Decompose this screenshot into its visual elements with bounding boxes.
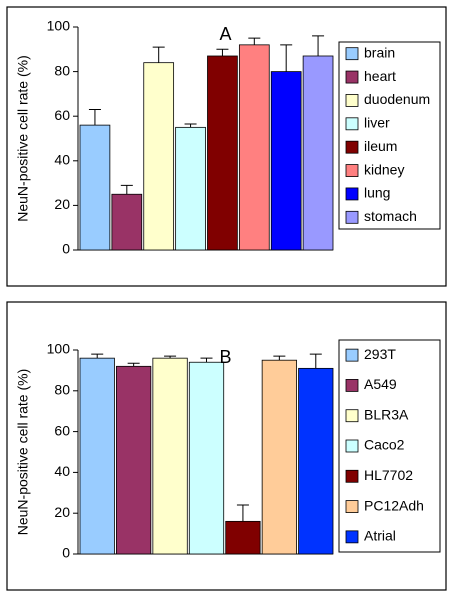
panel-annotation: B bbox=[219, 347, 231, 367]
bar bbox=[188, 361, 225, 555]
legend-swatch bbox=[345, 348, 359, 362]
legend-label: BLR3A bbox=[364, 406, 409, 422]
legend-swatch bbox=[345, 409, 359, 423]
legend-swatch bbox=[345, 530, 359, 544]
error-bar bbox=[127, 362, 140, 367]
legend-label: A549 bbox=[364, 376, 397, 392]
error-bar bbox=[273, 355, 286, 361]
bar bbox=[238, 44, 270, 251]
legend-swatch bbox=[345, 210, 359, 224]
legend-label: stomach bbox=[364, 208, 417, 224]
bar bbox=[298, 367, 334, 555]
error-bar bbox=[200, 357, 213, 363]
legend-label: duodenum bbox=[364, 91, 430, 107]
legend-swatch bbox=[345, 500, 359, 513]
legend-label: HL7702 bbox=[364, 467, 413, 483]
legend-swatch bbox=[345, 379, 359, 392]
legend-swatch bbox=[345, 94, 359, 107]
panel-annotation: A bbox=[219, 24, 231, 44]
legend-swatch bbox=[345, 469, 359, 483]
y-tick-label: 100 bbox=[47, 341, 71, 357]
y-axis-label: NeuN-positive cell rate (%) bbox=[15, 369, 31, 536]
y-tick-label: 60 bbox=[54, 107, 70, 123]
bar bbox=[207, 55, 238, 251]
error-bar bbox=[236, 504, 249, 522]
error-bar bbox=[280, 44, 293, 72]
legend-swatch bbox=[345, 439, 359, 453]
legend-label: ileum bbox=[364, 138, 397, 154]
error-bar bbox=[184, 123, 197, 128]
y-tick-label: 80 bbox=[54, 62, 70, 78]
bar bbox=[261, 359, 297, 555]
legend-label: PC12Adh bbox=[364, 497, 424, 513]
legend-swatch bbox=[345, 164, 359, 177]
legend-label: heart bbox=[364, 68, 396, 84]
legend-label: brain bbox=[364, 44, 395, 60]
legend-swatch bbox=[345, 47, 359, 61]
error-bar bbox=[120, 184, 133, 195]
y-tick-label: 20 bbox=[54, 196, 70, 212]
y-tick-label: 40 bbox=[54, 152, 70, 168]
legend-label: 293T bbox=[364, 346, 396, 362]
bar bbox=[270, 71, 302, 251]
bar bbox=[225, 520, 261, 555]
legend-swatch bbox=[345, 187, 359, 201]
legend-label: Atrial bbox=[364, 528, 396, 544]
y-tick-label: 0 bbox=[62, 545, 70, 561]
y-tick-label: 80 bbox=[54, 382, 70, 398]
y-tick-label: 20 bbox=[54, 504, 70, 520]
bar bbox=[111, 193, 143, 251]
bar bbox=[302, 55, 334, 251]
error-bar bbox=[91, 353, 104, 359]
panel-frame bbox=[6, 6, 447, 287]
error-bar bbox=[216, 48, 229, 56]
error-bar bbox=[88, 109, 101, 126]
error-bar bbox=[152, 46, 165, 63]
legend-label: Caco2 bbox=[364, 437, 405, 453]
error-bar bbox=[248, 37, 261, 45]
y-tick-label: 60 bbox=[54, 422, 70, 438]
legend-swatch bbox=[345, 70, 359, 84]
bar bbox=[143, 62, 175, 251]
bar bbox=[116, 365, 152, 555]
legend-label: lung bbox=[364, 185, 390, 201]
legend-swatch bbox=[345, 140, 359, 154]
bar bbox=[175, 126, 206, 251]
bar bbox=[79, 357, 115, 555]
y-tick-label: 0 bbox=[62, 241, 70, 257]
legend-label: liver bbox=[364, 115, 390, 131]
bar bbox=[79, 124, 111, 251]
y-axis-label: NeuN-positive cell rate (%) bbox=[15, 55, 31, 222]
error-bar bbox=[309, 353, 322, 369]
error-bar bbox=[164, 355, 177, 359]
y-tick-label: 100 bbox=[47, 18, 71, 34]
legend-label: kidney bbox=[364, 161, 404, 177]
error-bar bbox=[312, 35, 325, 56]
panel-frame bbox=[6, 301, 447, 591]
legend-swatch bbox=[345, 117, 359, 131]
bar bbox=[152, 357, 188, 555]
y-tick-label: 40 bbox=[54, 463, 70, 479]
